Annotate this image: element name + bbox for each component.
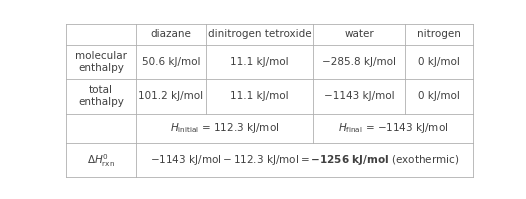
- Text: $\Delta H^0_{\mathrm{rxn}}$: $\Delta H^0_{\mathrm{rxn}}$: [87, 152, 115, 169]
- Text: 11.1 kJ/mol: 11.1 kJ/mol: [230, 57, 289, 67]
- Text: 11.1 kJ/mol: 11.1 kJ/mol: [230, 91, 289, 101]
- Text: 101.2 kJ/mol: 101.2 kJ/mol: [138, 91, 204, 101]
- Text: 50.6 kJ/mol: 50.6 kJ/mol: [142, 57, 200, 67]
- Text: 0 kJ/mol: 0 kJ/mol: [419, 91, 460, 101]
- Text: −1143 kJ/mol: −1143 kJ/mol: [323, 91, 394, 101]
- Text: 0 kJ/mol: 0 kJ/mol: [419, 57, 460, 67]
- Text: molecular
enthalpy: molecular enthalpy: [75, 51, 127, 73]
- Text: $-1143\ \mathrm{kJ/mol} - 112.3\ \mathrm{kJ/mol} = \mathbf{-1256\ kJ/mol}\ \math: $-1143\ \mathrm{kJ/mol} - 112.3\ \mathrm…: [150, 153, 459, 167]
- Text: dinitrogen tetroxide: dinitrogen tetroxide: [208, 29, 311, 39]
- Text: water: water: [344, 29, 374, 39]
- Text: −285.8 kJ/mol: −285.8 kJ/mol: [322, 57, 396, 67]
- Text: total
enthalpy: total enthalpy: [78, 86, 124, 107]
- Text: $H_{\mathrm{final}}$ = −1143 kJ/mol: $H_{\mathrm{final}}$ = −1143 kJ/mol: [338, 121, 448, 136]
- Text: nitrogen: nitrogen: [418, 29, 461, 39]
- Text: $H_{\mathrm{initial}}$ = 112.3 kJ/mol: $H_{\mathrm{initial}}$ = 112.3 kJ/mol: [169, 121, 279, 136]
- Text: diazane: diazane: [150, 29, 191, 39]
